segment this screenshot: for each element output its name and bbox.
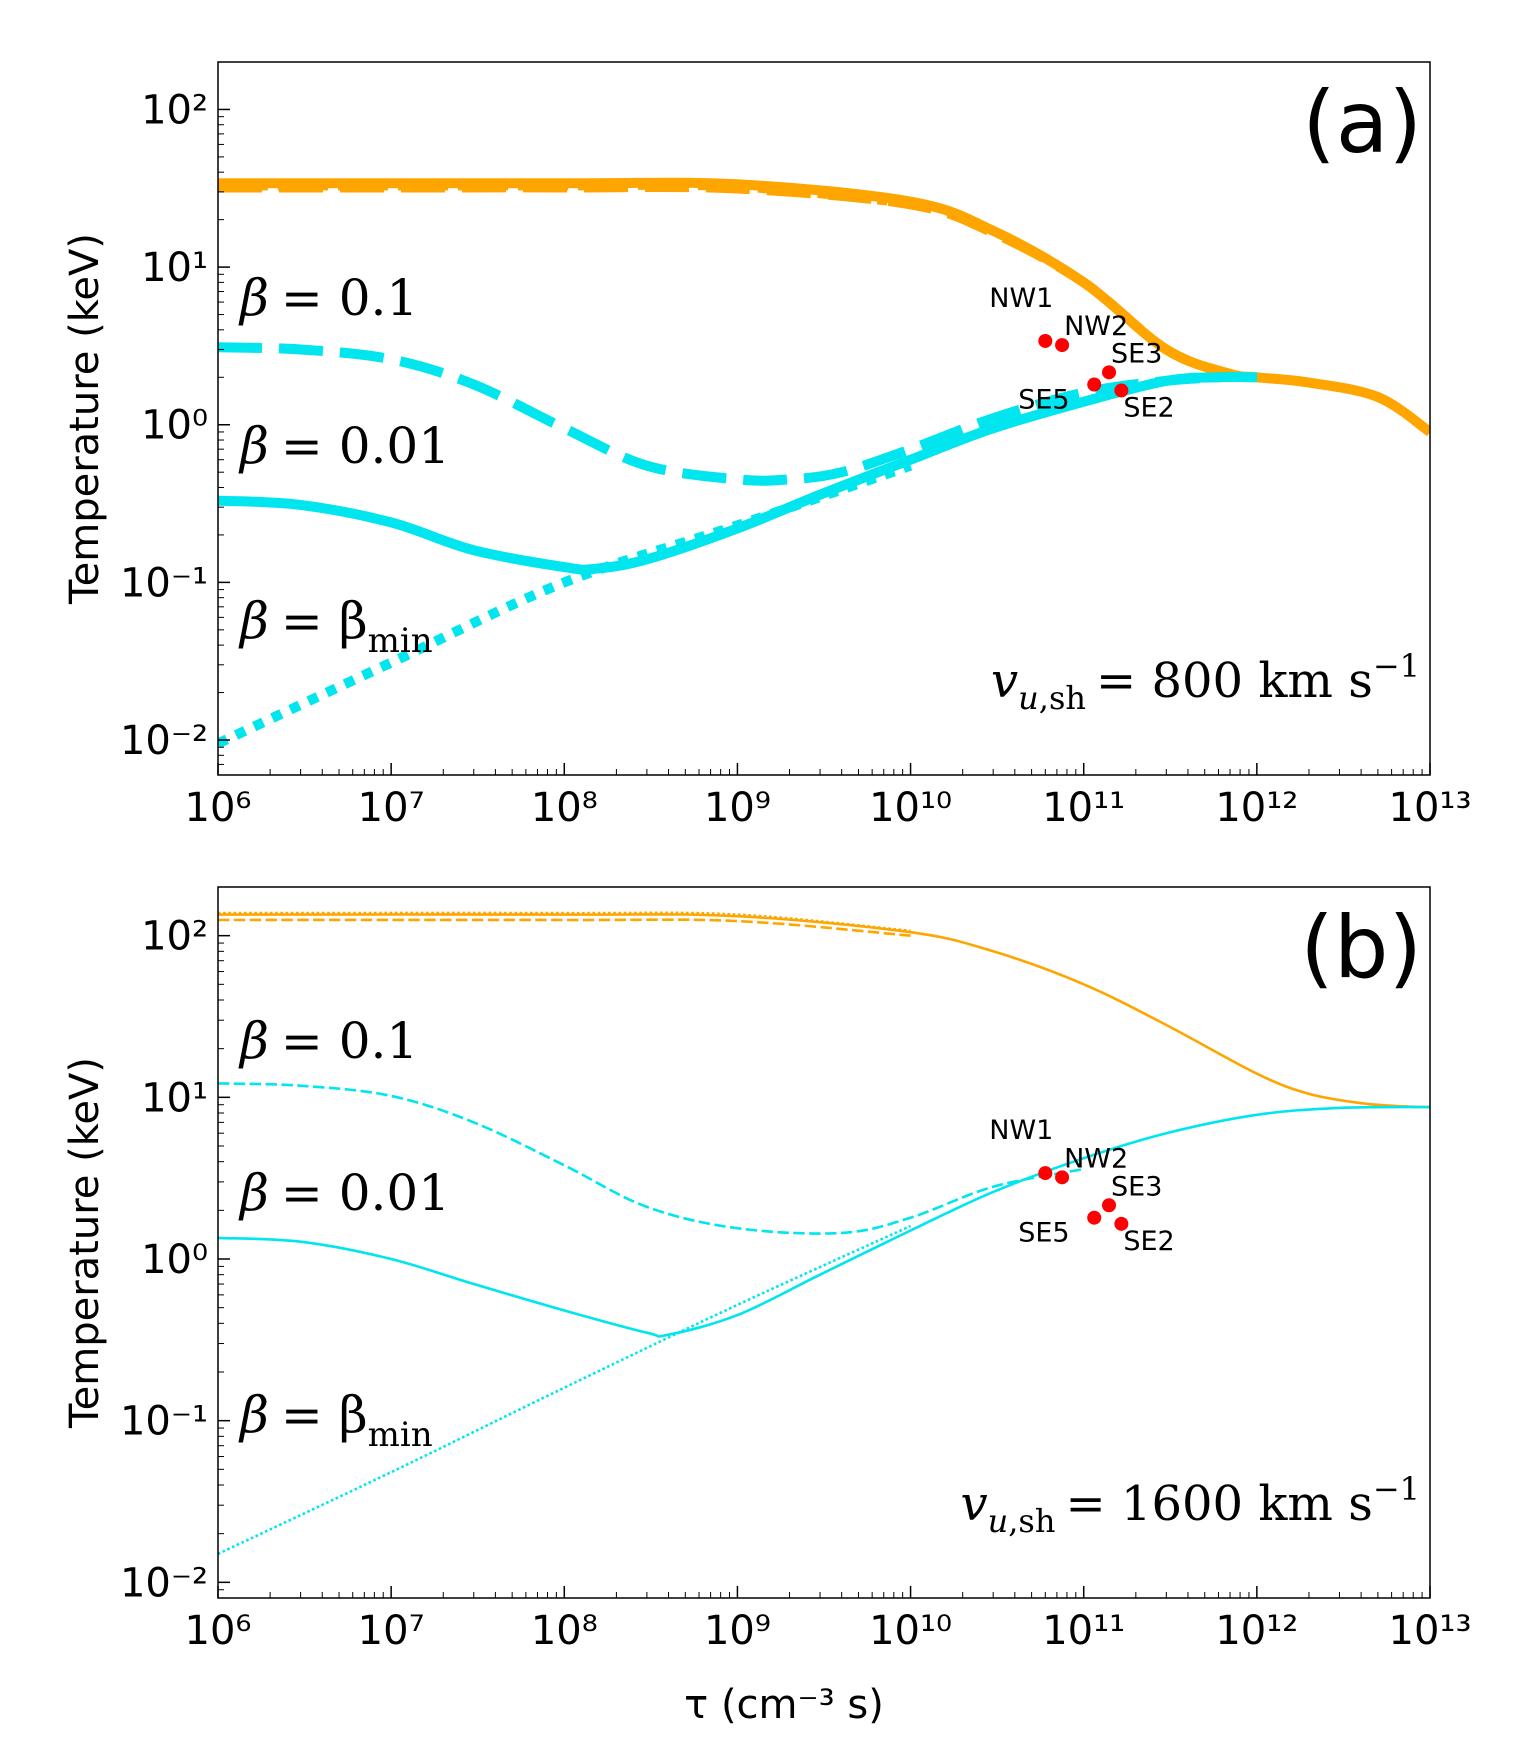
point-label-NW2: NW2	[1064, 311, 1128, 342]
x-tick-label: 10¹⁰	[869, 785, 952, 831]
y-tick-label: 10⁰	[141, 403, 208, 449]
x-tick-label: 10¹⁰	[869, 1608, 952, 1654]
y-tick-label: 10⁰	[141, 1237, 208, 1283]
point-SE2	[1114, 383, 1129, 398]
axis-ticks: 10⁶ 10⁷ 10⁸ 10⁹ 10¹⁰ 10¹¹ 10¹² 10¹³ 10⁻² 10⁻¹ 10⁰ 1…	[120, 87, 1472, 831]
y-tick-label: 10⁻¹	[120, 560, 208, 606]
point-SE5	[1087, 1210, 1102, 1225]
panel-label: (a)	[1302, 73, 1422, 173]
x-tick-label: 10⁸	[531, 1608, 598, 1654]
y-tick-label: 10²	[141, 87, 208, 133]
curve-label-beta-min: β = βmin	[238, 1386, 433, 1455]
x-tick-label: 10¹³	[1389, 1608, 1472, 1654]
y-axis-label: Temperature (keV)	[62, 233, 108, 605]
y-tick-label: 10²	[141, 914, 208, 960]
axes-frame	[217, 886, 1431, 1599]
x-tick-label: 10¹²	[1215, 1608, 1298, 1654]
x-tick-label: 10¹¹	[1042, 1608, 1125, 1654]
point-label-NW2: NW2	[1064, 1143, 1128, 1174]
point-label-SE2: SE2	[1123, 1226, 1174, 1257]
y-tick-label: 10¹	[141, 1075, 208, 1121]
series-ion-dashed	[218, 918, 911, 937]
panel-label: (b)	[1300, 898, 1422, 998]
x-tick-label: 10¹²	[1215, 785, 1298, 831]
y-tick-label: 10⁻²	[120, 1560, 208, 1606]
point-SE3	[1102, 365, 1117, 380]
y-tick-label: 10¹	[141, 245, 208, 291]
curve-label-beta-min: β = βmin	[238, 592, 433, 661]
curve-label-beta-0.01: β = 0.01	[238, 1164, 450, 1222]
shock-velocity-annotation: vu,sh = 800 km s−1	[991, 647, 1420, 717]
x-tick-label: 10⁹	[704, 1608, 771, 1654]
point-SE3	[1102, 1198, 1117, 1213]
series-ion-dotted	[218, 911, 911, 933]
point-NW2	[1055, 338, 1070, 353]
curves	[218, 911, 1430, 1556]
y-tick-label: 10⁻²	[120, 718, 208, 764]
point-SE2	[1114, 1216, 1129, 1231]
point-label-NW1: NW1	[989, 1115, 1053, 1146]
x-tick-label: 10⁶	[185, 785, 252, 831]
curve-label-beta-0.1: β = 0.1	[238, 269, 418, 327]
point-label-SE3: SE3	[1111, 1171, 1162, 1202]
y-axis-label: Temperature (keV)	[62, 1057, 108, 1429]
curve-label-beta-0.1: β = 0.1	[238, 1012, 418, 1070]
curves	[218, 177, 1430, 749]
series-ion-solid	[218, 913, 1430, 1109]
x-tick-label: 10¹¹	[1042, 785, 1125, 831]
point-label-NW1: NW1	[989, 283, 1053, 314]
point-NW1	[1038, 1166, 1053, 1181]
series-ion-dotted	[218, 179, 912, 208]
shock-velocity-annotation: vu,sh = 1600 km s−1	[961, 1470, 1421, 1540]
x-tick-label: 10⁷	[358, 785, 425, 831]
point-NW2	[1055, 1170, 1070, 1185]
curve-label-beta-0.01: β = 0.01	[238, 417, 450, 475]
series-electron-beta-min	[218, 1224, 912, 1556]
series-ion-dashed	[218, 181, 1258, 383]
series-electron-beta-0.1	[218, 1082, 1084, 1235]
x-tick-label: 10⁶	[185, 1608, 252, 1654]
point-label-SE2: SE2	[1123, 392, 1174, 423]
point-label-SE5: SE5	[1018, 1218, 1069, 1249]
series-electron-beta-min	[218, 460, 913, 749]
series-electron-beta-0.1	[218, 342, 1219, 486]
y-tick-label: 10⁻¹	[120, 1399, 208, 1445]
x-tick-label: 10⁹	[704, 785, 771, 831]
axis-ticks: 10⁶ 10⁷ 10⁸ 10⁹ 10¹⁰ 10¹¹ 10¹² 10¹³ 10⁻² 10⁻¹ 10⁰ 1…	[120, 914, 1472, 1654]
x-tick-label: 10¹³	[1389, 785, 1472, 831]
x-tick-label: 10⁷	[358, 1608, 425, 1654]
point-label-SE3: SE3	[1111, 338, 1162, 369]
point-SE5	[1087, 377, 1102, 392]
series-electron-beta-0.01	[218, 1105, 1430, 1338]
point-NW1	[1038, 333, 1053, 348]
x-axis-label: τ (cm⁻³ s)	[684, 1682, 884, 1728]
point-label-SE5: SE5	[1018, 384, 1069, 415]
x-tick-label: 10⁸	[531, 785, 598, 831]
axes-frame	[217, 61, 1431, 776]
